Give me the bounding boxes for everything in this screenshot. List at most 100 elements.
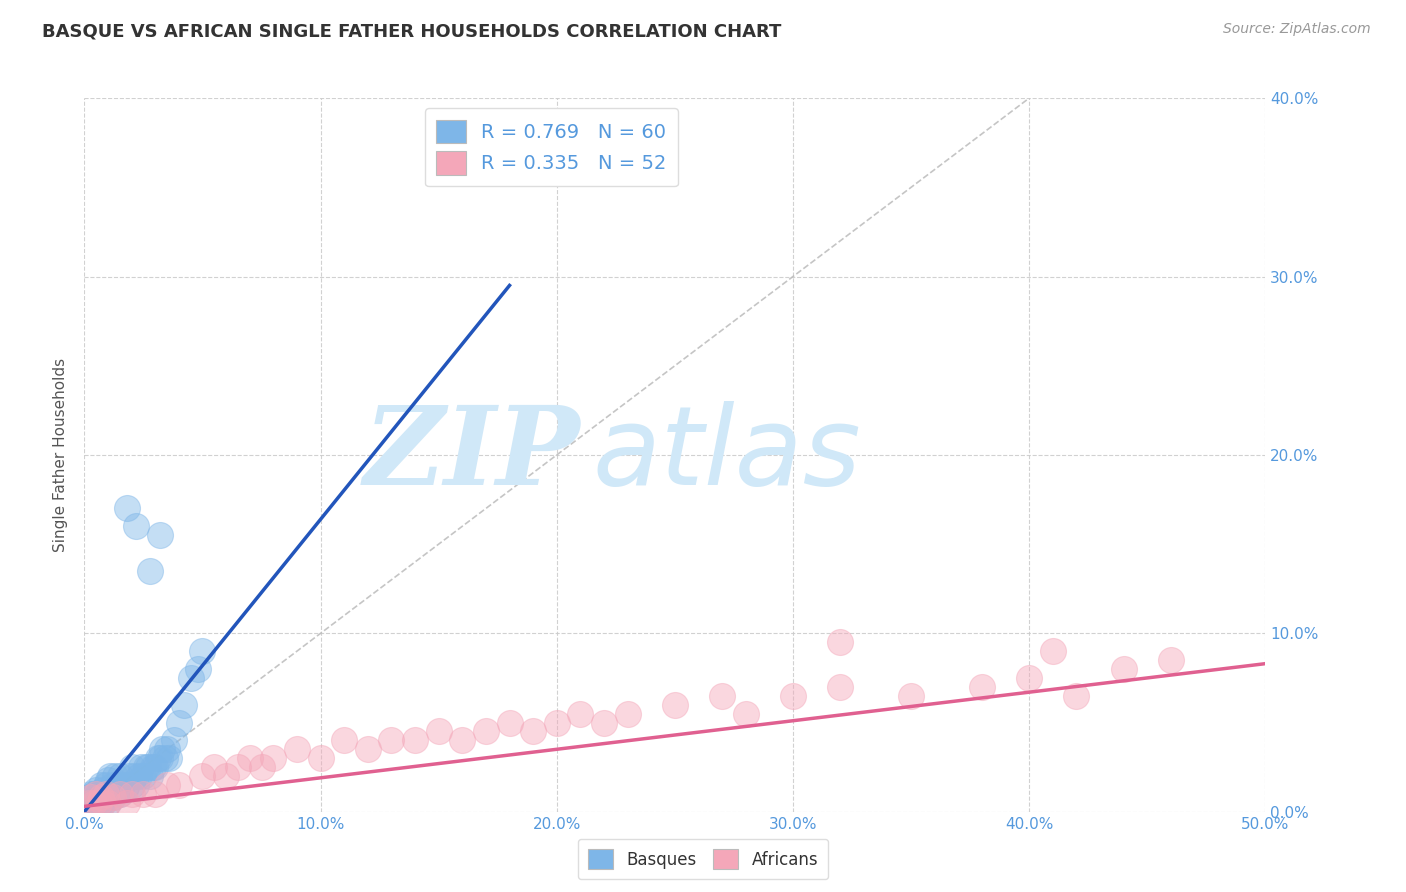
Point [285, 742, 308, 756]
Point [1018, 671, 1040, 685]
Point [125, 778, 148, 792]
Point [357, 742, 380, 756]
Point [215, 769, 238, 783]
Point [129, 760, 152, 774]
Point [84, 796, 107, 810]
Point [121, 787, 143, 801]
Point [191, 769, 214, 783]
Point [309, 751, 332, 765]
Point [427, 724, 450, 739]
Point [90, 796, 112, 810]
Text: ZIP: ZIP [364, 401, 581, 508]
Point [122, 769, 145, 783]
Point [84, 787, 107, 801]
Point [80, 796, 103, 810]
Point [108, 787, 131, 801]
Point [143, 760, 166, 774]
Text: atlas: atlas [592, 401, 860, 508]
Point [87, 787, 110, 801]
Point [593, 715, 616, 730]
Point [404, 733, 426, 747]
Point [149, 528, 172, 542]
Point [80, 790, 103, 805]
Point [77, 790, 100, 805]
Point [90, 778, 112, 792]
Point [101, 778, 124, 792]
Point [146, 751, 169, 765]
Point [143, 787, 166, 801]
Point [136, 760, 159, 774]
Point [139, 564, 162, 578]
Point [83, 796, 105, 810]
Point [451, 733, 474, 747]
Point [94, 778, 117, 792]
Point [87, 796, 110, 810]
Point [830, 680, 852, 694]
Point [121, 778, 143, 792]
Point [77, 796, 100, 810]
Point [616, 706, 638, 721]
Point [90, 790, 112, 805]
Point [135, 760, 157, 774]
Point [498, 715, 520, 730]
Point [664, 698, 686, 712]
Text: Source: ZipAtlas.com: Source: ZipAtlas.com [1223, 22, 1371, 37]
Point [1042, 644, 1064, 658]
Point [522, 724, 544, 739]
Point [108, 787, 131, 801]
Point [108, 769, 131, 783]
Point [187, 662, 209, 676]
Point [153, 751, 176, 765]
Point [191, 644, 214, 658]
Point [104, 769, 127, 783]
Point [226, 760, 249, 774]
Point [91, 796, 114, 810]
Point [475, 724, 498, 739]
Point [380, 733, 402, 747]
Point [91, 796, 114, 810]
Point [97, 796, 120, 810]
Point [142, 760, 165, 774]
Point [132, 787, 155, 801]
Point [157, 751, 180, 765]
Point [1160, 653, 1182, 667]
Point [167, 778, 190, 792]
Point [202, 760, 225, 774]
Point [84, 783, 107, 797]
Point [83, 796, 105, 810]
Point [118, 769, 141, 783]
Point [121, 760, 143, 774]
Point [101, 790, 124, 805]
Point [87, 796, 110, 810]
Legend: Basques, Africans: Basques, Africans [578, 838, 828, 880]
Text: BASQUE VS AFRICAN SINGLE FATHER HOUSEHOLDS CORRELATION CHART: BASQUE VS AFRICAN SINGLE FATHER HOUSEHOL… [42, 22, 782, 40]
Point [173, 698, 195, 712]
Point [262, 751, 284, 765]
Point [91, 783, 114, 797]
Point [114, 783, 136, 797]
Point [104, 783, 127, 797]
Point [156, 742, 179, 756]
Point [115, 796, 138, 810]
Point [107, 778, 129, 792]
Point [98, 787, 121, 801]
Point [1066, 689, 1088, 703]
Point [569, 706, 592, 721]
Point [239, 751, 262, 765]
Y-axis label: Single Father Households: Single Father Households [53, 358, 69, 552]
Point [900, 689, 922, 703]
Point [711, 689, 734, 703]
Point [830, 635, 852, 649]
Point [167, 715, 190, 730]
Point [125, 519, 148, 533]
Point [782, 689, 804, 703]
Point [94, 787, 117, 801]
Point [163, 733, 186, 747]
Point [546, 715, 568, 730]
Point [98, 769, 121, 783]
Point [150, 742, 173, 756]
Point [1112, 662, 1135, 676]
Point [115, 501, 138, 516]
Point [333, 733, 356, 747]
Point [115, 778, 138, 792]
